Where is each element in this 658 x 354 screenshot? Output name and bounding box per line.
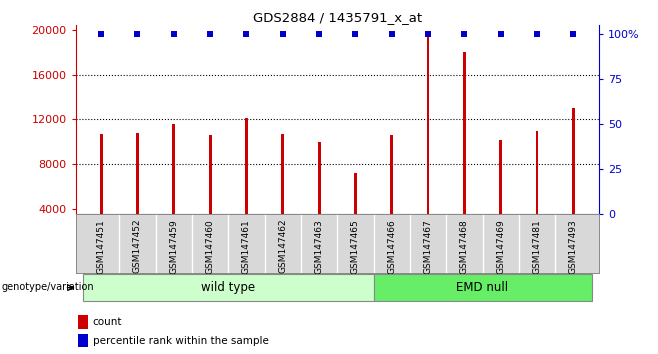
Bar — [78, 315, 88, 329]
Text: GSM147463: GSM147463 — [315, 219, 324, 274]
Text: GSM147465: GSM147465 — [351, 219, 360, 274]
Text: count: count — [93, 318, 122, 327]
Text: GSM147460: GSM147460 — [205, 219, 215, 274]
Bar — [245, 118, 248, 253]
Text: GSM147467: GSM147467 — [424, 219, 432, 274]
Point — [168, 31, 179, 36]
Bar — [172, 124, 175, 253]
Text: GSM147462: GSM147462 — [278, 219, 288, 274]
Bar — [83, 274, 374, 301]
Text: GSM147451: GSM147451 — [97, 219, 105, 274]
Text: GSM147459: GSM147459 — [169, 219, 178, 274]
Text: percentile rank within the sample: percentile rank within the sample — [93, 336, 268, 346]
Point — [278, 31, 288, 36]
Point — [132, 31, 143, 36]
Bar — [281, 134, 284, 253]
Point — [386, 31, 397, 36]
Point — [459, 31, 470, 36]
Bar — [209, 135, 211, 253]
Text: GSM147452: GSM147452 — [133, 219, 142, 274]
Text: GSM147481: GSM147481 — [532, 219, 542, 274]
Bar — [572, 108, 575, 253]
Text: GSM147461: GSM147461 — [242, 219, 251, 274]
Point — [241, 31, 251, 36]
Point — [96, 31, 107, 36]
Bar — [499, 139, 502, 253]
Bar — [354, 173, 357, 253]
Point — [314, 31, 324, 36]
Title: GDS2884 / 1435791_x_at: GDS2884 / 1435791_x_at — [253, 11, 422, 24]
Point — [423, 31, 434, 36]
Bar — [374, 274, 592, 301]
Point — [532, 31, 542, 36]
Text: GSM147466: GSM147466 — [387, 219, 396, 274]
Bar — [463, 52, 466, 253]
Text: wild type: wild type — [201, 281, 255, 294]
Bar — [536, 131, 538, 253]
Text: genotype/variation: genotype/variation — [1, 282, 94, 292]
Bar — [426, 35, 430, 253]
Bar — [99, 134, 103, 253]
Bar — [78, 334, 88, 347]
Text: GSM147493: GSM147493 — [569, 219, 578, 274]
Point — [568, 31, 578, 36]
Text: GSM147469: GSM147469 — [496, 219, 505, 274]
Point — [495, 31, 506, 36]
Point — [350, 31, 361, 36]
Bar — [390, 135, 393, 253]
Text: EMD null: EMD null — [457, 281, 509, 294]
Bar — [318, 142, 320, 253]
Text: GSM147468: GSM147468 — [460, 219, 469, 274]
Point — [205, 31, 215, 36]
Bar — [136, 133, 139, 253]
